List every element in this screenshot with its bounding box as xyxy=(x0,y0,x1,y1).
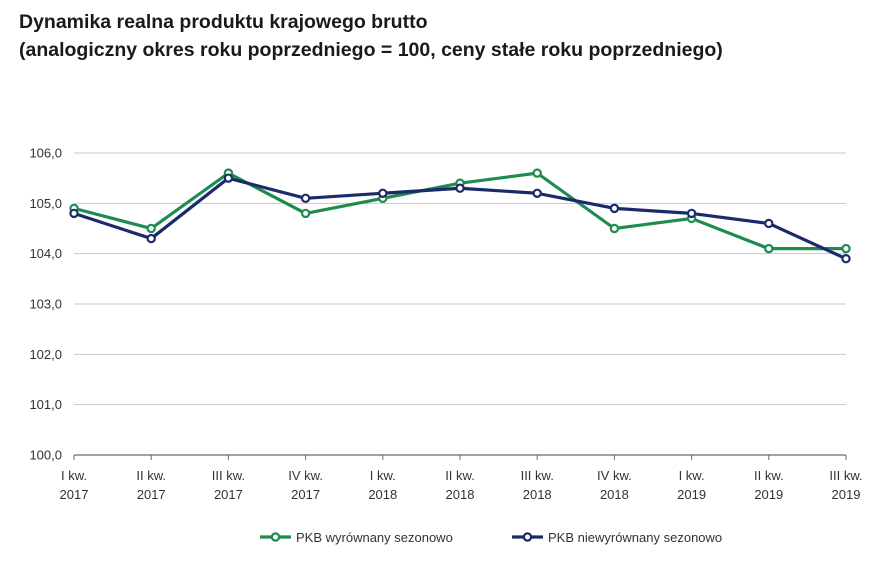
data-point-series-1 xyxy=(300,208,311,219)
x-tick-label-quarter: IV kw. xyxy=(288,468,323,483)
x-tick-label-year: 2018 xyxy=(446,487,475,502)
x-tick-label-year: 2018 xyxy=(523,487,552,502)
y-tick-label: 100,0 xyxy=(29,448,62,463)
data-point-series-2 xyxy=(69,208,79,219)
data-point-series-1 xyxy=(609,223,620,234)
x-tick-label-quarter: II kw. xyxy=(754,468,784,483)
x-tick-label-quarter: III kw. xyxy=(212,468,245,483)
x-tick-label-quarter: IV kw. xyxy=(597,468,632,483)
x-tick-label-year: 2017 xyxy=(214,487,243,502)
y-tick-label: 102,0 xyxy=(29,347,62,362)
x-tick-label-year: 2019 xyxy=(754,487,783,502)
data-point-series-1 xyxy=(764,243,774,254)
chart-subtitle: (analogiczny okres roku poprzedniego = 1… xyxy=(19,39,723,61)
x-tick-label-year: 2018 xyxy=(368,487,397,502)
x-tick-label-year: 2019 xyxy=(832,487,861,502)
x-tick-label-year: 2018 xyxy=(600,487,629,502)
x-tick-label-quarter: I kw. xyxy=(61,468,87,483)
x-tick-label-year: 2017 xyxy=(137,487,166,502)
x-tick-label-year: 2017 xyxy=(60,487,89,502)
data-point-series-2 xyxy=(300,193,311,203)
data-point-series-2 xyxy=(378,188,388,198)
y-tick-label: 104,0 xyxy=(29,246,62,261)
x-tick-label-quarter: III kw. xyxy=(829,468,862,483)
x-tick-label-year: 2019 xyxy=(677,487,706,502)
data-point-series-2 xyxy=(146,233,156,244)
y-tick-label: 106,0 xyxy=(29,146,62,161)
legend-swatch-marker xyxy=(270,532,281,542)
data-point-series-2 xyxy=(686,208,697,219)
x-tick-label-quarter: I kw. xyxy=(679,468,705,483)
chart-title: Dynamika realna produktu krajowego brutt… xyxy=(19,11,428,33)
data-point-series-2 xyxy=(455,183,465,193)
data-point-series-1 xyxy=(841,243,851,254)
y-tick-label: 101,0 xyxy=(29,397,62,412)
chart-title-block: Dynamika realna produktu krajowego brutt… xyxy=(19,8,723,64)
x-tick-label-quarter: II kw. xyxy=(445,468,475,483)
legend-swatch-marker xyxy=(522,532,533,542)
x-tick-label-quarter: III kw. xyxy=(521,468,554,483)
legend-label: PKB wyrównany sezonowo xyxy=(296,530,453,545)
data-point-series-1 xyxy=(146,223,156,234)
data-point-series-2 xyxy=(609,203,620,214)
data-point-series-2 xyxy=(223,173,234,183)
data-point-series-1 xyxy=(532,168,542,178)
x-tick-label-quarter: I kw. xyxy=(370,468,396,483)
y-tick-label: 103,0 xyxy=(29,297,62,312)
y-tick-label: 105,0 xyxy=(29,196,62,211)
data-point-series-2 xyxy=(532,188,542,198)
legend-label: PKB niewyrównany sezonowo xyxy=(548,530,722,545)
x-tick-label-quarter: II kw. xyxy=(136,468,166,483)
data-point-series-2 xyxy=(764,218,774,229)
x-tick-label-year: 2017 xyxy=(291,487,320,502)
data-point-series-2 xyxy=(841,254,851,264)
